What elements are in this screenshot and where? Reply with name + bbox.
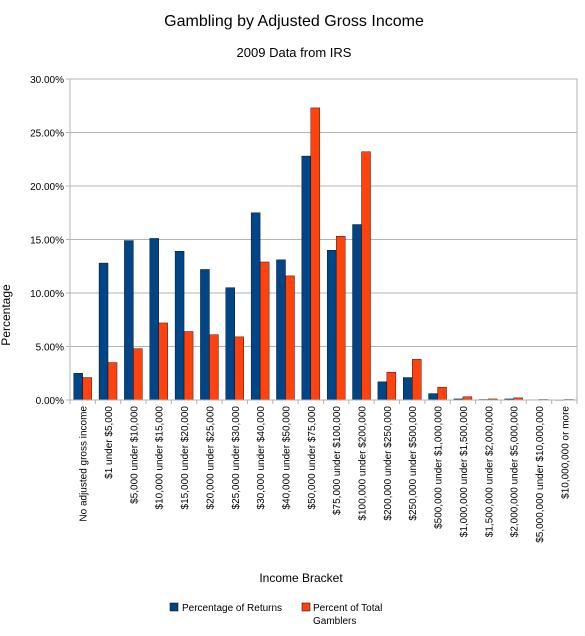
bar-gamblers <box>361 151 371 401</box>
y-tick-label: 15.00% <box>30 236 64 247</box>
x-axis-ticks: No adjusted gross income $1 under $5,000 $… <box>69 400 578 543</box>
bar-gamblers <box>82 377 92 401</box>
legend-label-gamblers-line1: Percent of Total <box>313 603 382 614</box>
x-tick-label: $15,000 under $20,000 <box>180 406 191 510</box>
y-axis-ticks: 0.00% 5.00% 10.00% 15.00% 20.00% 25.00% 30.00% <box>30 75 70 407</box>
x-tick-label: $10,000 under $15,000 <box>155 406 166 510</box>
x-tick-label: $20,000 under $25,000 <box>205 406 216 510</box>
bar-gamblers <box>133 348 143 401</box>
y-tick-label: 0.00% <box>36 396 64 407</box>
legend-swatch-gamblers <box>301 602 311 612</box>
y-tick-label: 5.00% <box>36 343 64 354</box>
bar-returns <box>301 155 312 401</box>
legend-label-gamblers: Percent of Total Gamblers <box>313 603 385 627</box>
bar-gamblers <box>412 359 422 401</box>
bar-returns <box>428 393 438 401</box>
bar-returns <box>174 251 185 401</box>
legend-label-gamblers-line2: Gamblers <box>313 616 356 627</box>
gridlines <box>70 78 577 401</box>
x-tick-label: $25,000 under $30,000 <box>231 406 242 510</box>
x-tick-label: $1,000,000 under $1,500,000 <box>459 406 470 538</box>
bar-returns <box>98 262 109 401</box>
x-tick-label: $1 under $5,000 <box>104 406 115 479</box>
bar-returns <box>225 287 235 401</box>
bar-returns <box>276 259 286 401</box>
bar-returns <box>352 224 362 401</box>
bar-returns <box>326 249 337 401</box>
bar-gamblers <box>209 334 219 401</box>
bar-gamblers <box>285 275 295 401</box>
y-tick-label: 30.00% <box>30 75 64 86</box>
bar-gamblers <box>259 261 270 401</box>
x-tick-label: $40,000 under $50,000 <box>281 406 292 510</box>
y-tick-label: 20.00% <box>30 182 64 193</box>
x-tick-label: $10,000,000 or more <box>560 406 571 499</box>
x-tick-label: $1,500,000 under $2,000,000 <box>484 406 495 538</box>
x-tick-label: $250,000 under $500,000 <box>408 406 419 521</box>
x-tick-label: $100,000 under $200,000 <box>358 406 369 521</box>
bar-returns <box>124 240 134 401</box>
y-tick-label: 10.00% <box>30 289 64 300</box>
x-tick-label: $75,000 under $100,000 <box>332 406 343 515</box>
x-tick-label: $30,000 under $40,000 <box>256 406 267 510</box>
y-axis-label: Percentage <box>0 284 13 346</box>
x-axis-label: Income Bracket <box>259 571 343 585</box>
bar-returns <box>403 377 413 401</box>
x-tick-label: $50,000 under $75,000 <box>307 406 318 510</box>
bar-gamblers <box>437 386 447 401</box>
bars <box>73 107 574 401</box>
bar-gamblers <box>107 362 118 401</box>
bar-returns <box>73 373 83 401</box>
bar-gamblers <box>335 236 346 401</box>
x-tick-label: $5,000,000 under $10,000,000 <box>535 406 546 543</box>
x-tick-label: No adjusted gross income <box>79 406 90 522</box>
plot-area-border <box>69 78 578 401</box>
x-tick-label: $500,000 under $1,000,000 <box>434 406 445 529</box>
bar-gamblers <box>310 107 321 401</box>
x-tick-label: $2,000,000 under $5,000,000 <box>510 406 521 538</box>
bar-returns <box>200 269 210 401</box>
chart-subtitle: 2009 Data from IRS <box>237 45 352 60</box>
legend-label-returns: Percentage of Returns <box>182 603 282 614</box>
y-tick-label: 25.00% <box>30 129 64 140</box>
legend: Percentage of Returns Percent of Total G… <box>169 602 385 627</box>
bar-returns <box>377 381 388 401</box>
legend-swatch-returns <box>169 602 179 612</box>
bar-gamblers <box>234 336 244 401</box>
bar-gamblers <box>183 331 194 401</box>
chart-title: Gambling by Adjusted Gross Income <box>164 13 424 30</box>
bar-gamblers <box>158 322 168 401</box>
x-tick-label: $200,000 under $250,000 <box>383 406 394 521</box>
x-tick-label: $5,000 under $10,000 <box>129 406 140 504</box>
bar-returns <box>149 238 159 401</box>
bar-returns <box>250 212 261 401</box>
bar-gamblers <box>386 371 397 401</box>
